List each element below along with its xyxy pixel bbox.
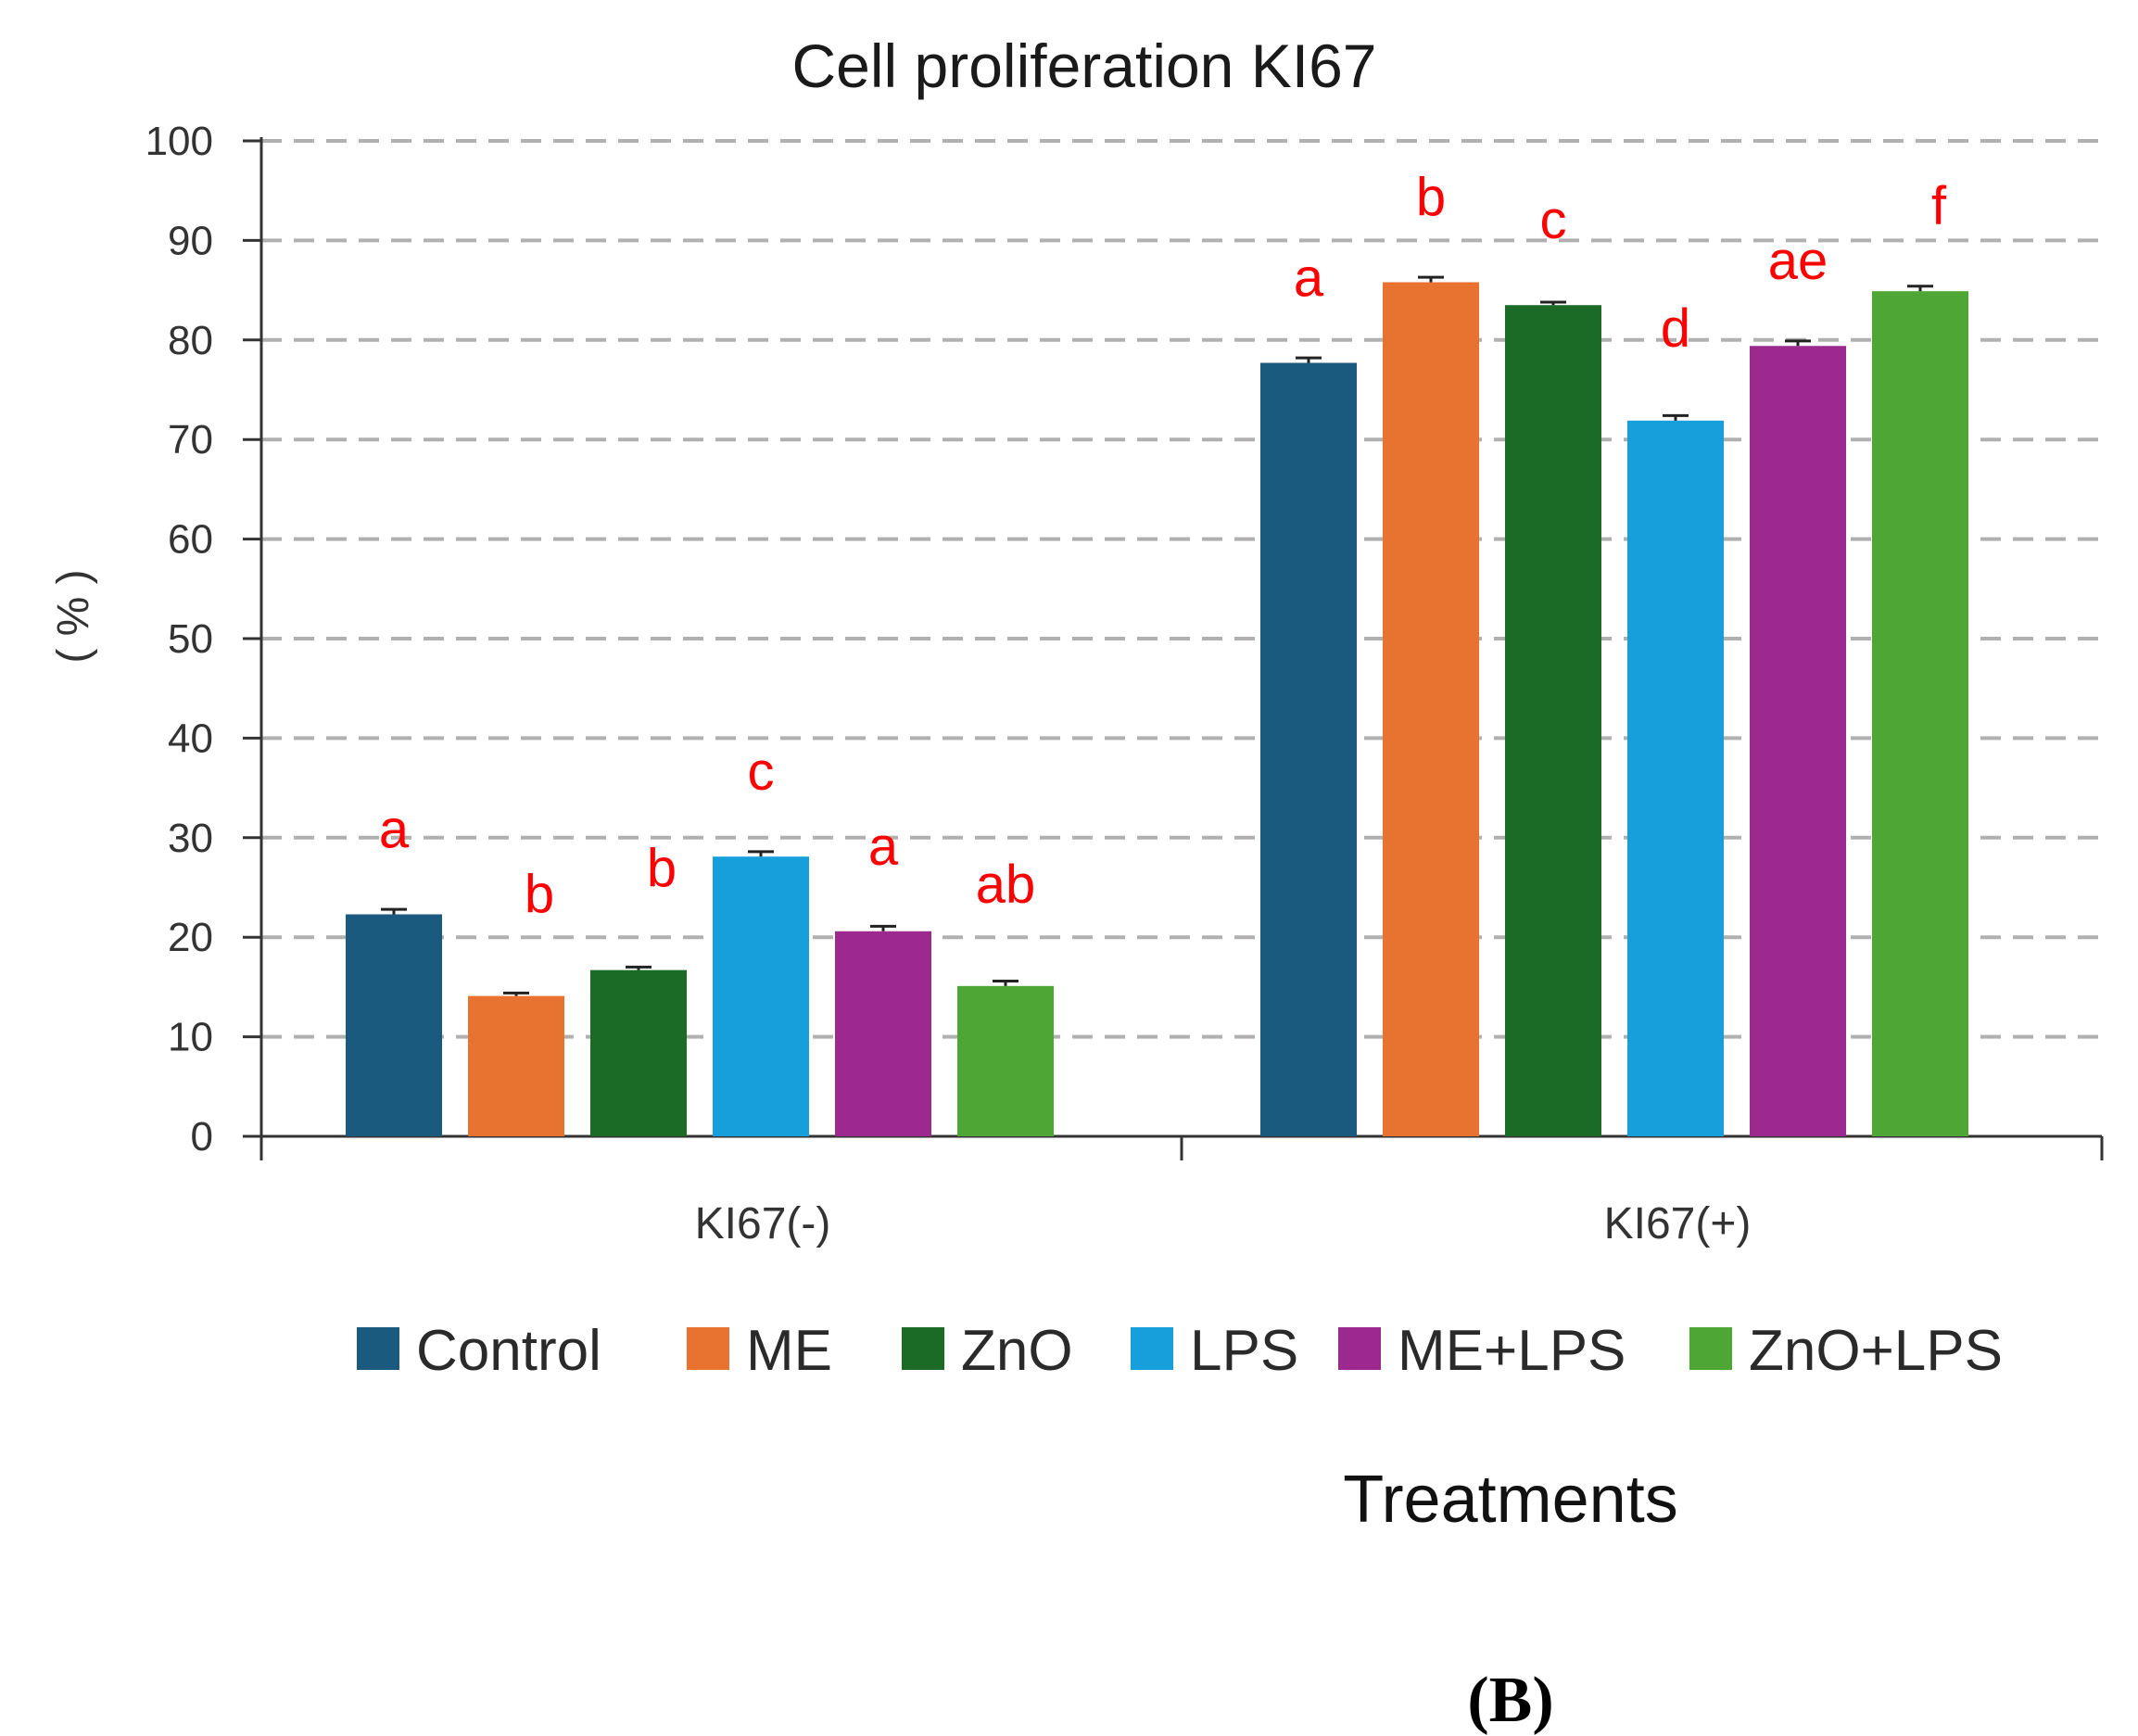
y-tick-label: 10 <box>168 1015 213 1060</box>
significance-letter: ab <box>976 855 1036 915</box>
legend-label: ME <box>746 1319 832 1383</box>
bar-me-lps-pos <box>1750 346 1846 1136</box>
significance-letter: b <box>1416 168 1446 228</box>
legend-item: ZnO+LPS <box>1689 1319 2003 1383</box>
significance-letter: f <box>1931 176 1947 236</box>
y-axis-label: ( % ) <box>49 569 98 663</box>
chart-title: Cell proliferation KI67 <box>792 32 1377 100</box>
legend-item: ME+LPS <box>1338 1319 1626 1383</box>
category-labels: KI67(-) KI67(+) <box>695 1199 1752 1248</box>
bar-zno-neg <box>590 969 687 1136</box>
bar-zno-lps-neg <box>957 985 1054 1136</box>
legend-item: Control <box>357 1319 601 1383</box>
legend-item: ZnO <box>902 1319 1073 1383</box>
legend-swatch <box>357 1327 399 1370</box>
panel-label: (B) <box>1467 1665 1553 1736</box>
y-tick-label: 90 <box>168 218 213 263</box>
bar-me-lps-neg <box>835 931 931 1136</box>
error-bars <box>381 275 1933 996</box>
significance-letter: b <box>647 839 677 899</box>
significance-letter: a <box>379 799 410 859</box>
legend-item: LPS <box>1131 1319 1298 1383</box>
y-tick-label: 80 <box>168 318 213 363</box>
y-axis-ticks: 0 10 20 30 40 50 60 70 80 90 100 <box>145 119 261 1159</box>
bar-control-pos <box>1260 362 1357 1136</box>
significance-letter: c <box>1540 190 1567 250</box>
significance-letter: a <box>1294 248 1324 309</box>
significance-letter: d <box>1661 298 1690 359</box>
y-tick-label: 50 <box>168 616 213 662</box>
significance-letter: b <box>525 865 554 925</box>
grid <box>261 139 2102 1039</box>
significance-letter: c <box>748 741 775 802</box>
y-tick-label: 100 <box>145 119 213 164</box>
y-tick-label: 20 <box>168 915 213 960</box>
legend-swatch <box>1689 1327 1732 1370</box>
bar-lps-neg <box>713 856 809 1136</box>
bar-zno-pos <box>1505 305 1601 1137</box>
y-tick-label: 30 <box>168 816 213 861</box>
legend-swatch <box>902 1327 944 1370</box>
legend-label: Control <box>416 1319 601 1383</box>
legend-label: LPS <box>1190 1319 1298 1383</box>
legend: Control ME ZnO LPS ME+LPS ZnO+LPS <box>357 1319 2003 1383</box>
bar-zno-lps-pos <box>1872 291 1968 1136</box>
bars <box>346 282 1968 1137</box>
legend-swatch <box>1131 1327 1173 1370</box>
significance-letter: a <box>868 817 899 877</box>
y-tick-label: 40 <box>168 716 213 761</box>
legend-item: ME <box>687 1319 832 1383</box>
y-tick-label: 70 <box>168 417 213 463</box>
legend-label: ZnO+LPS <box>1749 1319 2003 1383</box>
bar-control-neg <box>346 914 442 1136</box>
bar-me-neg <box>468 995 564 1136</box>
category-label: KI67(+) <box>1604 1199 1752 1248</box>
legend-swatch <box>687 1327 729 1370</box>
bar-lps-pos <box>1627 420 1724 1136</box>
y-tick-label: 0 <box>191 1114 213 1159</box>
x-axis-label: Treatments <box>1343 1463 1677 1537</box>
y-tick-label: 60 <box>168 517 213 563</box>
bar-me-pos <box>1383 282 1479 1136</box>
legend-label: ME+LPS <box>1398 1319 1626 1383</box>
category-label: KI67(-) <box>695 1199 831 1248</box>
significance-letter: ae <box>1768 231 1828 291</box>
legend-swatch <box>1338 1327 1381 1370</box>
legend-label: ZnO <box>961 1319 1073 1383</box>
